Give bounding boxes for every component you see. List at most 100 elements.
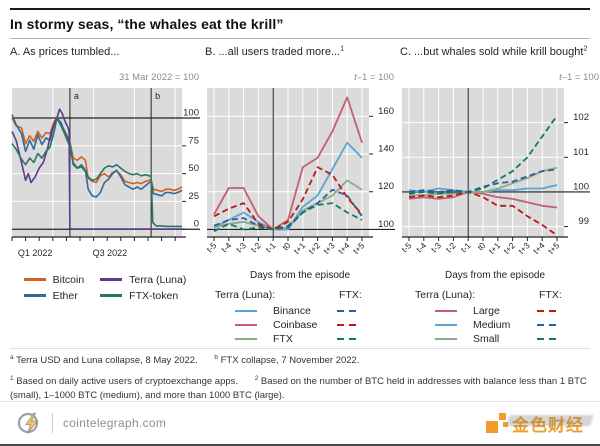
footnote-b-text: FTX collapse, 7 November 2022. xyxy=(220,355,360,366)
legend-row-small: Small xyxy=(411,332,589,346)
legend-item-ftx-token: FTX-token xyxy=(100,288,186,303)
footnote-2-marker: 2 xyxy=(254,374,259,382)
legend-headers: Terra (Luna): FTX: xyxy=(411,289,589,304)
cointelegraph-logo-icon xyxy=(17,412,39,434)
binance-terra-swatch xyxy=(235,309,257,313)
panel-c-xaxis-title: Days from the episode xyxy=(444,270,546,281)
legend-row-medium: Medium xyxy=(411,318,589,332)
panel-a-index-note: 31 Mar 2022 = 100 xyxy=(118,72,199,83)
svg-text:t-5: t-5 xyxy=(400,240,414,254)
footnote-2: 2 Based on the number of BTC held in add… xyxy=(10,374,587,401)
large-terra-swatch xyxy=(435,309,457,313)
binance-ftx-swatch xyxy=(337,309,359,313)
ftx-token-line-swatch xyxy=(100,294,123,297)
legend-label: Medium xyxy=(473,319,511,331)
footnote-1-marker: 1 xyxy=(10,374,14,382)
panel-b-title-sup: 1 xyxy=(340,44,345,53)
large-ftx-swatch xyxy=(537,309,559,313)
panel-b-title: B. ...all users traded more...1 xyxy=(205,44,395,72)
panel-c-title-sup: 2 xyxy=(583,44,588,53)
jinse-logo-text-wrap: 金色财经 xyxy=(506,411,594,436)
svg-text:t-3: t-3 xyxy=(429,240,443,254)
jinse-finance-logo: 金色财经 xyxy=(486,411,594,436)
legend-label: Coinbase xyxy=(273,319,318,331)
svg-text:t+1: t+1 xyxy=(292,240,308,256)
legend-label: Small xyxy=(473,333,500,345)
title-divider xyxy=(10,38,590,39)
svg-text:t+4: t+4 xyxy=(531,240,547,256)
legend-item-terra: Terra (Luna) xyxy=(100,272,186,287)
cointelegraph-brand: cointelegraph.com xyxy=(16,410,166,436)
svg-text:a: a xyxy=(74,91,79,101)
legend-label: Large xyxy=(473,305,500,317)
legend-header-terra: Terra (Luna): xyxy=(215,289,276,301)
legend-label: Binance xyxy=(273,305,311,317)
svg-text:b: b xyxy=(155,91,160,101)
panel-b-index-note: t–1 = 100 xyxy=(205,72,395,84)
svg-text:t+1: t+1 xyxy=(487,240,503,256)
panel-b-title-text: B. ...all users traded more... xyxy=(205,46,341,58)
note-italic-t: t xyxy=(354,72,357,83)
svg-text:75: 75 xyxy=(188,135,199,146)
svg-text:t+5: t+5 xyxy=(351,240,367,256)
legend-row-large: Large xyxy=(411,304,589,318)
legend-header-ftx: FTX: xyxy=(539,289,562,301)
panel-b: B. ...all users traded more...1 t–1 = 10… xyxy=(205,44,395,346)
legend-label: Bitcoin xyxy=(52,273,85,286)
panels-row: A. As prices tumbled... 31 Mar 2022 = 10… xyxy=(0,44,600,346)
svg-text:t0: t0 xyxy=(280,240,292,252)
svg-text:99: 99 xyxy=(578,216,589,227)
legend-header-ftx: FTX: xyxy=(339,289,362,301)
panel-c-index-note: t–1 = 100 xyxy=(400,72,600,84)
svg-text:t+3: t+3 xyxy=(321,240,337,256)
jinse-blocks-icon xyxy=(486,412,508,434)
note-rest: –1 = 100 xyxy=(561,72,599,83)
coinbase-terra-swatch xyxy=(235,323,257,327)
footnote-2-text: Based on the number of BTC held in addre… xyxy=(10,375,587,401)
footnote-b: b FTX collapse, 7 November 2022. xyxy=(214,354,360,366)
footnote-1-text: Based on daily active users of cryptoexc… xyxy=(16,375,239,387)
panel-b-legend: Terra (Luna): FTX: Binance Coinbase FTX xyxy=(211,289,389,346)
jinse-logo-text: 金色财经 xyxy=(512,415,584,435)
svg-text:t-1: t-1 xyxy=(264,240,278,254)
svg-text:t+4: t+4 xyxy=(336,240,352,256)
footnote-divider xyxy=(10,348,590,349)
svg-text:Q3 2022: Q3 2022 xyxy=(93,248,128,258)
ftx-terra-swatch xyxy=(235,337,257,341)
terra-line-swatch xyxy=(100,278,123,281)
small-ftx-swatch xyxy=(537,337,559,341)
cointelegraph-domain: cointelegraph.com xyxy=(63,416,167,430)
svg-text:t-4: t-4 xyxy=(219,240,233,254)
footnote-events: a Terra USD and Luna collapse, 8 May 202… xyxy=(10,354,590,368)
footer-divider xyxy=(0,401,600,402)
panel-c-title: C. ...but whales sold while krill bought… xyxy=(400,44,600,72)
footnote-numbered: 1 Based on daily active users of cryptoe… xyxy=(10,375,590,403)
svg-text:102: 102 xyxy=(573,112,589,123)
top-rule xyxy=(10,8,590,10)
ether-line-swatch xyxy=(23,294,46,297)
svg-text:t-3: t-3 xyxy=(234,240,248,254)
legend-label: FTX-token xyxy=(129,289,179,302)
panel-a-legend: Bitcoin Ether Terra (Luna) FTX-token xyxy=(10,272,200,303)
coinbase-ftx-swatch xyxy=(337,323,359,327)
svg-text:t-1: t-1 xyxy=(459,240,473,254)
panel-c-chart: 99 100 101 102 t-5 t-4 t-3 t-2 t-1 t0 t+1 t+2 t+3 t+4… xyxy=(400,88,590,256)
ftx-ftx-swatch xyxy=(337,337,359,341)
panel-b-xaxis-title: Days from the episode xyxy=(249,270,351,281)
svg-text:140: 140 xyxy=(378,144,394,155)
bottom-rule xyxy=(0,444,600,446)
footnote-1: 1 Based on daily active users of cryptoe… xyxy=(10,374,239,387)
footer-logo-divider xyxy=(52,413,53,433)
svg-text:101: 101 xyxy=(573,147,589,158)
footnote-a-text: Terra USD and Luna collapse, 8 May 2022. xyxy=(16,355,198,366)
svg-text:t+3: t+3 xyxy=(516,240,532,256)
svg-text:t+2: t+2 xyxy=(306,240,322,256)
panel-c-title-text: C. ...but whales sold while krill bought xyxy=(400,46,584,58)
panel-a: A. As prices tumbled... 31 Mar 2022 = 10… xyxy=(10,46,200,346)
footnote-a: a Terra USD and Luna collapse, 8 May 202… xyxy=(10,354,198,366)
legend-label: Ether xyxy=(52,289,78,302)
medium-terra-swatch xyxy=(435,323,457,327)
svg-text:t+5: t+5 xyxy=(546,240,562,256)
svg-text:Q1 2022: Q1 2022 xyxy=(18,248,53,258)
